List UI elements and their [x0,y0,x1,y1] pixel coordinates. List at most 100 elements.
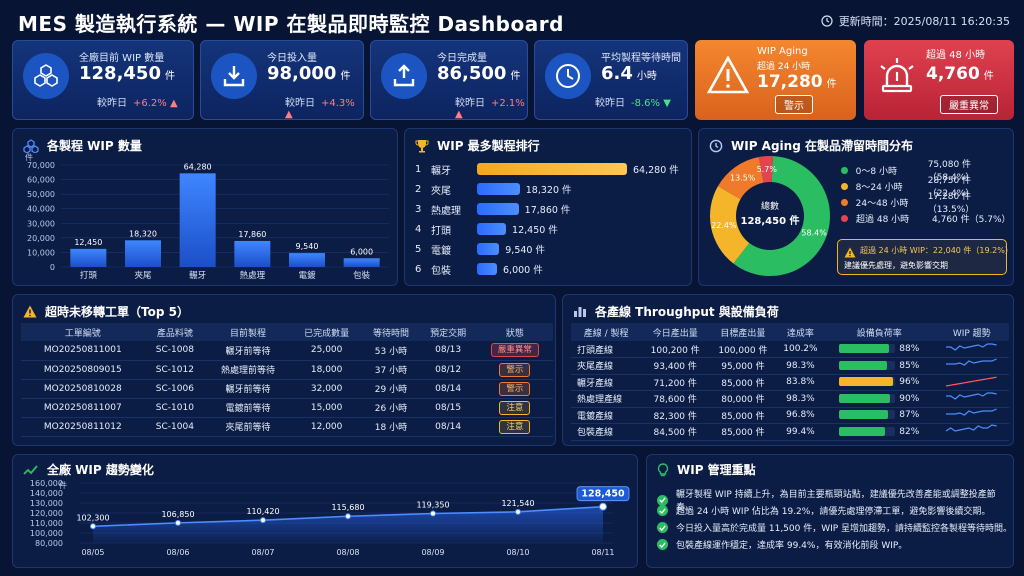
kpi-card-wait-time[interactable]: 平均製程等待時間 6.4 小時 較昨日 -8.6% ▼ [534,40,688,120]
lightbulb-icon [657,462,669,476]
sparkline-line [945,376,997,387]
donut-slice [758,156,773,183]
table-cell: 警示 [476,379,553,399]
donut-hole [738,184,802,248]
rank-bar [477,163,627,175]
sparkline [945,392,997,401]
ranking-item[interactable]: 4 打頭 12,450 件 [415,221,558,237]
alert-card-48h[interactable]: 超過 48 小時 4,760 件 嚴重異常 [864,40,1014,120]
table-cell: 15,000 [290,398,363,418]
ranking-item[interactable]: 3 熱處理 17,860 件 [415,201,570,217]
x-tick-label: 08/09 [421,548,444,557]
bar-value-label: 6,000 [350,247,373,256]
alert-critical-button[interactable]: 嚴重異常 [940,95,998,114]
legend-item: 24～48 小時 17,280 件（13.5%） [841,192,1013,215]
x-tick-label: 08/08 [336,548,359,557]
kpi-value: 128,450 件 [79,63,175,84]
sparkline [945,408,997,416]
x-tick-label: 08/06 [166,548,189,557]
y-tick-label: 140,000 [30,489,63,498]
legend-dot [841,214,848,222]
table-row[interactable]: 輾牙產線 71,200 件 85,000 件 83.8% 96% [571,374,1009,391]
legend-dot [841,166,848,174]
trend-cell [934,423,1009,441]
y-tick-label: 30,000 [27,219,55,228]
line-name: 熱處理產線 [571,390,642,408]
rank-value: 18,320 件 [525,185,572,196]
latest-value-badge [576,486,630,502]
table-row[interactable]: 電鍍產線 82,300 件 85,000 件 96.8% 87% [571,407,1009,424]
table-row[interactable]: 夾尾產線 93,400 件 95,000 件 98.3% 85% [571,357,1009,375]
point-value-label: 119,350 [416,500,449,509]
kpi-card-input[interactable]: 今日投入量 98,000 件 較昨日 +4.3% ▲ [200,40,364,120]
kpi-label: 全廠目前 WIP 數量 [79,53,165,64]
area-fill [93,506,603,543]
table-row[interactable]: MO20250811012 SC-1004 夾尾前等待 12,000 18 小時 08/1… [21,417,553,437]
target-cell: 85,000 件 [709,407,777,424]
table-cell: 37 小時 [362,360,420,380]
alert-warning-button[interactable]: 警示 [775,95,813,114]
y-tick-label: 110,000 [30,519,63,528]
line-name: 包裝產線 [571,423,642,441]
rank-number: 3 [415,203,422,215]
kpi-card-total-wip[interactable]: 全廠目前 WIP 數量 128,450 件 較昨日 +6.2% ▲ [12,40,194,120]
bar-value-label: 17,860 [238,230,266,239]
table-row[interactable]: MO20250809015 SC-1012 熱處理前等待 18,000 37 小時 08/… [21,360,553,380]
table-row[interactable]: 包裝產線 84,500 件 85,000 件 99.4% 82% [571,423,1009,441]
target-cell: 85,000 件 [709,423,777,441]
warning-icon [23,305,37,318]
kpi-label: 平均製程等待時間 [601,53,681,64]
output-cell: 84,500 件 [641,423,710,441]
legend-value: 75,080 件（58.4%） [927,160,975,183]
kpi-card-output[interactable]: 今日完成量 86,500 件 較昨日 +2.1% ▲ [370,40,528,120]
ranking-item[interactable]: 5 電鍍 9,540 件 [415,241,545,257]
bar [70,248,107,267]
target-cell: 95,000 件 [709,357,777,375]
axis-unit-label: 件 [59,480,67,490]
panel-header: 超時未移轉工單（Top 5） [23,303,189,320]
y-tick-label: 70,000 [27,161,55,170]
sparkline [945,358,997,366]
load-bar-fill [839,393,890,403]
table-row[interactable]: MO20250810028 SC-1006 輾牙前等待 32,000 29 小時 08/1… [21,379,553,399]
target-cell: 100,000 件 [709,341,777,358]
table-row[interactable]: 打頭產線 100,200 件 100,000 件 100.2% 88% [571,341,1009,358]
note-item: 今日投入量高於完成量 11,500 件，WIP 呈增加趨勢，請持續監控各製程等待… [657,521,1012,534]
sparkline [945,376,997,387]
table-cell: MO20250809015 [21,360,145,380]
legend-value: 28,750 件（22.4%） [927,176,975,199]
alert-card-aging[interactable]: WIP Aging 超過 24 小時 17,280 件 警示 [695,40,856,120]
kpi-label: 今日完成量 [437,53,487,64]
rank-process-name: 熱處理 [431,205,461,217]
x-tick-label: 包裝 [353,270,371,281]
y-tick-label: 50,000 [27,190,55,199]
load-label: 96% [899,377,920,388]
overdue-orders-panel: 超時未移轉工單（Top 5） 工單編號 產品料號 目前製程 已完成數量 等待時間 預定交期… [12,294,556,446]
load-bar [839,410,896,420]
sparkline-line [945,408,997,416]
table-cell: MO20250810028 [21,379,145,399]
bar-value-label: 64,280 [184,162,212,171]
rank-process-name: 輾牙 [431,165,451,177]
table-cell: 53 小時 [362,341,420,361]
load-bar [839,426,896,436]
warning-icon [844,247,856,258]
table-row[interactable]: 熱處理產線 78,600 件 80,000 件 98.3% 90% [571,390,1009,408]
trend-cell [934,390,1009,408]
rank-bar [477,243,500,255]
line-name: 電鍍產線 [571,407,642,424]
ranking-item[interactable]: 6 包裝 6,000 件 [415,261,543,277]
legend-item: 0～8 小時 75,080 件（58.4%） [841,160,1013,183]
table-row[interactable]: MO20250811007 SC-1010 電鍍前等待 15,000 26 小時 08/1… [21,398,553,418]
column-header: 設備負荷率 [824,323,935,341]
column-header: 今日產出量 [641,323,710,341]
ranking-item[interactable]: 1 輾牙 64,280 件 [415,161,679,177]
table-cell: 注意 [476,398,553,418]
table-row[interactable]: MO20250811001 SC-1008 輾牙前等待 25,000 53 小時 08/1… [21,341,553,361]
ranking-item[interactable]: 2 夾尾 18,320 件 [415,181,572,197]
status-badge: 警示 [499,362,531,377]
trend-cell [934,407,1009,424]
panel-title: 全廠 WIP 趨勢變化 [47,463,154,477]
column-header: 已完成數量 [290,323,363,341]
y-tick-label: 100,000 [30,529,63,538]
